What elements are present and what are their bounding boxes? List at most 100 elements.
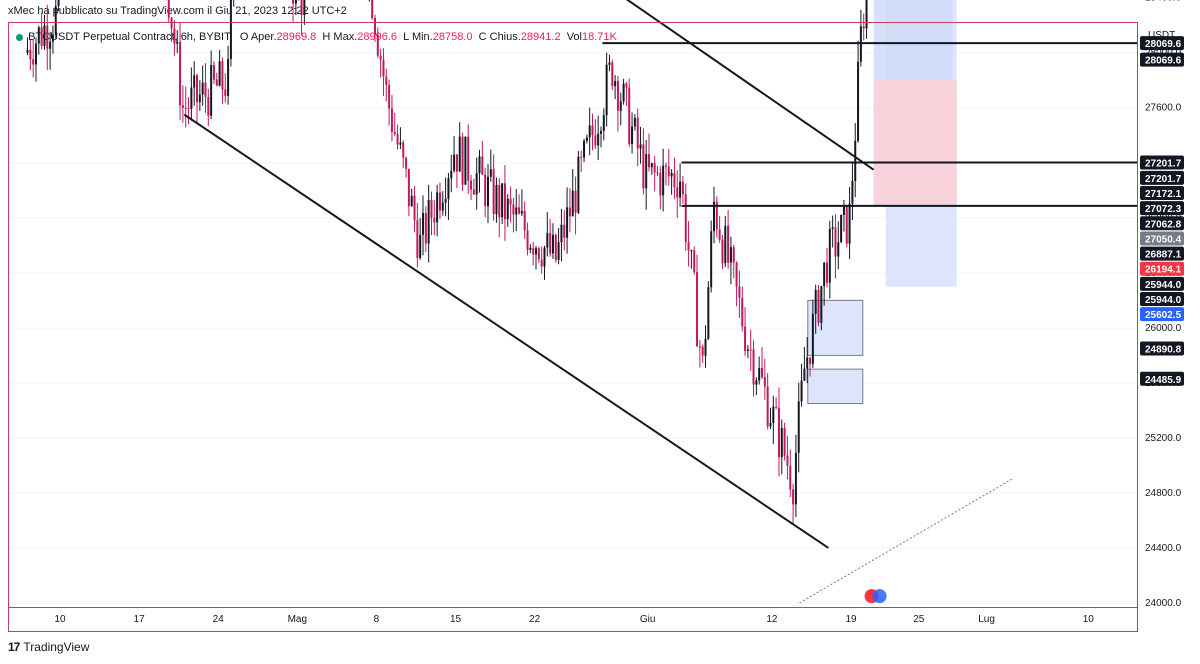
candle-body [673, 173, 676, 188]
candle-body [712, 201, 715, 232]
candle-body [501, 183, 504, 218]
candle-body [498, 185, 501, 218]
candle-body [608, 62, 611, 65]
candle-body [34, 43, 37, 65]
candle-body [809, 357, 812, 364]
candle-body [190, 87, 193, 109]
candle-body [433, 217, 436, 223]
candle-body [749, 349, 752, 351]
descending-resistance-trendline[interactable] [26, 0, 875, 171]
descending-support-trendline[interactable] [183, 113, 829, 549]
tradingview-logo-icon[interactable]: 17 [8, 640, 20, 654]
candle-body [639, 144, 642, 149]
candle-body [560, 224, 563, 243]
candle-body [585, 137, 588, 141]
candle-body [862, 26, 865, 29]
candle-body [687, 241, 690, 251]
candle-body [388, 85, 391, 109]
candle-body [834, 227, 837, 257]
candle-body [489, 169, 492, 177]
price-label: 27072.3 [1145, 204, 1182, 215]
candle-body [698, 346, 701, 348]
publisher-caption: xMec ha pubblicato su TradingView.com il… [8, 5, 347, 17]
candle-body [763, 377, 766, 387]
candle-body [744, 326, 747, 351]
candle-body [294, 0, 297, 4]
candle-body [583, 140, 586, 158]
candle-body [599, 130, 602, 134]
price-label: 27050.4 [1145, 234, 1182, 245]
candle-body [472, 189, 475, 195]
candle-body [738, 286, 741, 298]
price-label-box [1140, 261, 1184, 276]
candle-body [549, 233, 552, 254]
candle-body [546, 233, 549, 248]
candle-body [453, 154, 456, 171]
candle-body [371, 0, 374, 19]
candle-body [727, 225, 730, 263]
open-text: Aper. [250, 31, 277, 43]
candle-body [396, 133, 399, 145]
chart-border-right [1137, 22, 1138, 632]
candle-body [46, 25, 49, 49]
candle-body [865, 0, 868, 29]
candle-body [563, 224, 566, 238]
candle-body [26, 49, 29, 53]
candle-body [427, 200, 430, 244]
candle-body [413, 195, 416, 221]
candle-body [520, 211, 523, 214]
footer: 17 TradingView [8, 640, 89, 654]
candle-body [789, 465, 792, 490]
candle-body [814, 289, 817, 314]
candle-body [820, 286, 823, 323]
candle-body [704, 338, 707, 356]
economic-event-icon-2[interactable] [872, 589, 887, 604]
price-label-box [1140, 201, 1184, 216]
candle-body [811, 313, 814, 364]
candle-body [679, 181, 682, 198]
candle-body [758, 367, 761, 381]
candle-body [797, 401, 800, 453]
price-label-box [1140, 52, 1184, 67]
price-label-box [1140, 307, 1184, 322]
candle-body [224, 89, 227, 96]
candle-body [458, 136, 461, 172]
order-block-zone[interactable] [807, 299, 864, 356]
price-label-box [1140, 170, 1184, 185]
candle-body [636, 117, 639, 149]
chart-border-top [8, 22, 1138, 23]
stop-zone[interactable] [873, 80, 957, 206]
time-tick-label: 25 [913, 614, 925, 625]
candle-body [51, 34, 54, 42]
chart-border-left [8, 22, 9, 632]
order-block-zone-lower[interactable] [807, 368, 864, 405]
symbol-legend: BTCUSDT Perpetual Contract, 6h, BYBIT O … [16, 31, 617, 43]
candle-body [817, 289, 820, 323]
candle-body [676, 187, 679, 198]
candle-body [441, 202, 444, 211]
candle-body [650, 163, 653, 168]
time-tick-label: 17 [134, 614, 146, 625]
candle-body [724, 225, 727, 264]
candle-body [218, 61, 221, 86]
candle-body [837, 242, 840, 257]
time-tick-label: 15 [450, 614, 462, 625]
candle-body [300, 0, 303, 16]
candle-body [580, 156, 583, 158]
price-label: 25944.0 [1145, 295, 1182, 306]
dotted-support-line[interactable] [799, 478, 1013, 604]
candle-body [385, 76, 388, 86]
footer-brand[interactable]: TradingView [23, 640, 90, 654]
candle-body [407, 168, 410, 207]
candle-body [444, 199, 447, 203]
candle-body [424, 212, 427, 244]
candle-body [568, 207, 571, 217]
candle-body [828, 228, 831, 283]
candle-body [772, 406, 775, 424]
candle-body [735, 262, 738, 287]
candle-body [806, 357, 809, 369]
candle-body [40, 27, 43, 46]
price-label: 24485.9 [1145, 375, 1182, 386]
candle-body [503, 183, 506, 220]
